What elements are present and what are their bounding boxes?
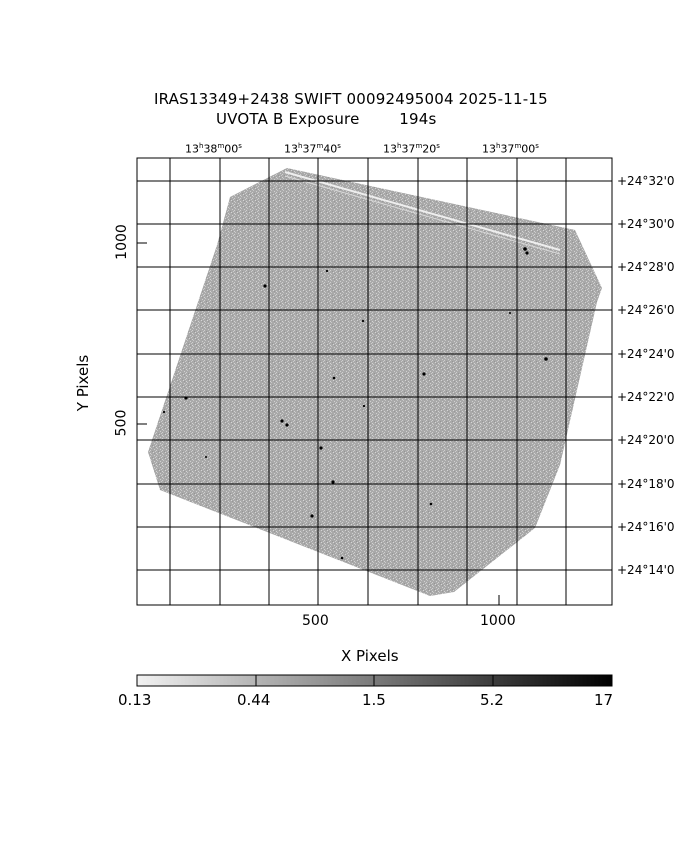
colorbar-tick: 0.44 (237, 691, 271, 709)
colorbar-tick: 1.5 (362, 691, 386, 709)
source (310, 514, 314, 518)
source (263, 284, 267, 288)
dec-label: +24°16'0 (617, 520, 675, 534)
plot-title-line2: UVOTA B Exposure 194s (216, 110, 437, 128)
plot-frame (136, 157, 613, 606)
source (361, 319, 365, 323)
source (422, 372, 426, 376)
source (280, 419, 284, 423)
ra-label-4: 13h37m00s (482, 142, 539, 156)
source (331, 480, 335, 484)
source (523, 247, 527, 251)
exposure-region (148, 168, 602, 596)
y-tick-500: 500 (113, 409, 130, 437)
x-tick-1000: 1000 (480, 613, 516, 629)
source (162, 410, 166, 414)
ra-label-2: 13h37m40s (284, 142, 341, 156)
ra-label-3: 13h37m20s (383, 142, 440, 156)
coordinate-grid (137, 158, 612, 605)
point-sources (162, 247, 548, 560)
dec-label: +24°14'0 (617, 563, 675, 577)
source (509, 312, 511, 314)
dec-label: +24°28'0 (617, 260, 675, 274)
colorbar-tick: 17 (594, 691, 614, 709)
source (429, 502, 433, 506)
dec-label: +24°20'0 (617, 433, 675, 447)
y-axis-label: Y Pixels (74, 354, 93, 412)
plot-title-line1: IRAS13349+2438 SWIFT 00092495004 2025-11… (154, 90, 548, 108)
source (205, 456, 207, 458)
dec-label: +24°30'0 (617, 217, 675, 231)
x-axis-label: X Pixels (341, 647, 399, 665)
source (525, 251, 529, 255)
dec-label: +24°26'0 (617, 303, 675, 317)
dec-label: +24°18'0 (617, 477, 675, 491)
source (332, 376, 336, 380)
source (362, 404, 366, 408)
colorbar-tick: 5.2 (480, 691, 504, 709)
x-tick-500: 500 (302, 613, 329, 629)
dec-label: +24°24'0 (617, 347, 675, 361)
source (285, 423, 289, 427)
y-tick-1000: 1000 (113, 224, 130, 260)
dec-label: +24°32'0 (617, 174, 675, 188)
dec-label: +24°22'0 (617, 390, 675, 404)
ra-label-1: 13h38m00s (185, 142, 242, 156)
source (340, 556, 344, 560)
colorbar-tick: 0.13 (118, 691, 152, 709)
source (319, 446, 323, 450)
source (544, 357, 548, 361)
source (325, 269, 329, 273)
